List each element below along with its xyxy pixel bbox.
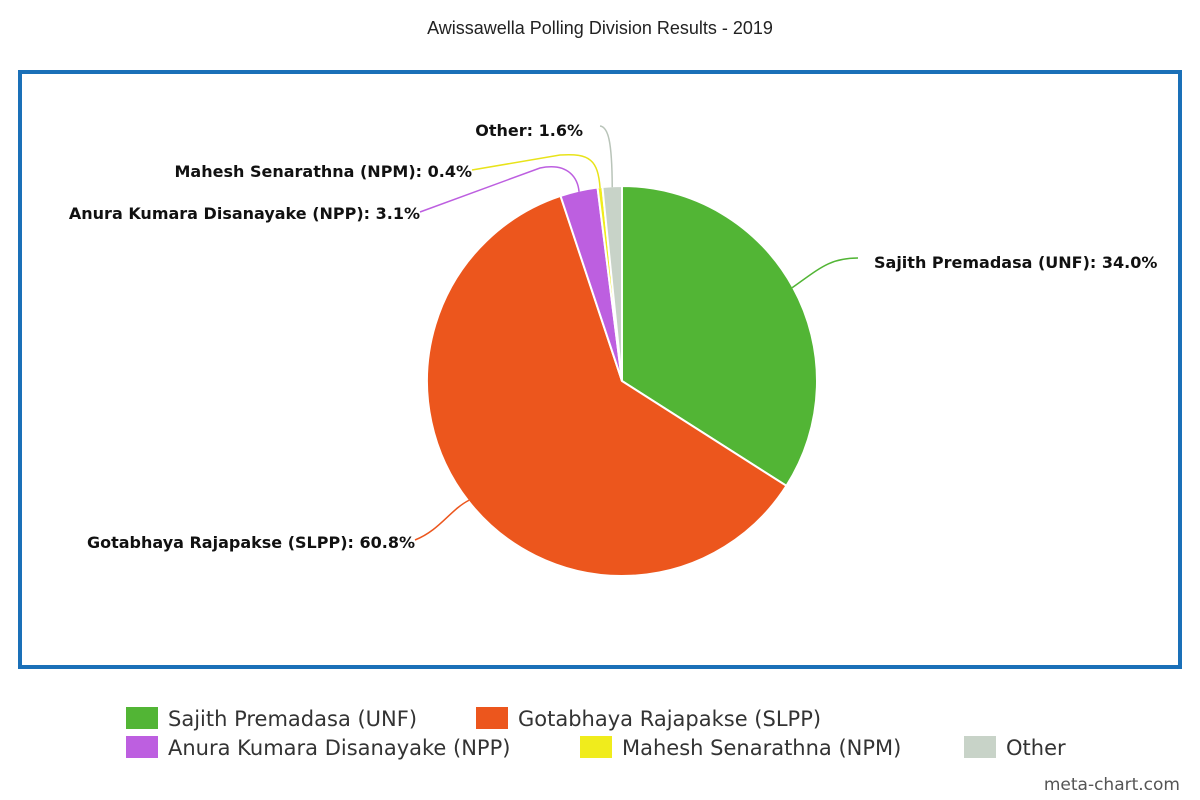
- legend-swatch-mahesh-senarathna-npm: [580, 736, 612, 758]
- slice-label-mahesh-senarathna-npm: Mahesh Senarathna (NPM): 0.4%: [175, 162, 473, 181]
- legend-swatch-anura-kumara-disanayake-npp: [126, 736, 158, 758]
- legend-swatch-sajith-premadasa-unf: [126, 707, 158, 729]
- slice-labels: Sajith Premadasa (UNF): 34.0% Gotabhaya R…: [69, 121, 1158, 552]
- leader-line-gotabhaya-rajapakse-slpp: [414, 499, 470, 541]
- pie-slices: [426, 184, 818, 577]
- legend-swatch-other: [964, 736, 996, 758]
- legend: Sajith Premadasa (UNF) Gotabhaya Rajapaks…: [126, 707, 1066, 760]
- legend-label-sajith-premadasa-unf: Sajith Premadasa (UNF): [168, 707, 417, 731]
- legend-label-anura-kumara-disanayake-npp: Anura Kumara Disanayake (NPP): [168, 736, 510, 760]
- legend-label-gotabhaya-rajapakse-slpp: Gotabhaya Rajapakse (SLPP): [518, 707, 821, 731]
- chart-title: Awissawella Polling Division Results - 2…: [427, 18, 773, 38]
- slice-label-anura-kumara-disanayake-npp: Anura Kumara Disanayake (NPP): 3.1%: [69, 204, 420, 223]
- legend-label-other: Other: [1006, 736, 1066, 760]
- slice-label-sajith-premadasa-unf: Sajith Premadasa (UNF): 34.0%: [874, 253, 1157, 272]
- watermark-text: meta-chart.com: [1044, 775, 1180, 795]
- slice-label-gotabhaya-rajapakse-slpp: Gotabhaya Rajapakse (SLPP): 60.8%: [87, 533, 415, 552]
- leader-line-anura-kumara-disanayake-npp: [419, 166, 580, 213]
- leader-line-mahesh-senarathna-npm: [471, 153, 601, 189]
- chart-frame: [18, 70, 1182, 669]
- label-leader-lines: [414, 125, 859, 541]
- slice-label-other: Other: 1.6%: [475, 121, 583, 140]
- leader-line-sajith-premadasa-unf: [791, 257, 859, 289]
- leader-line-other: [599, 125, 613, 188]
- legend-label-mahesh-senarathna-npm: Mahesh Senarathna (NPM): [622, 736, 901, 760]
- legend-swatch-gotabhaya-rajapakse-slpp: [476, 707, 508, 729]
